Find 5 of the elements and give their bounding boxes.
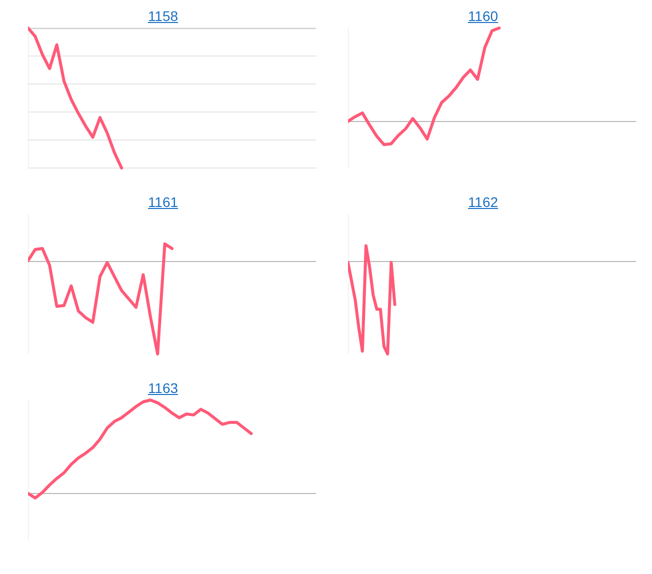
chart-title: 1163	[146, 380, 180, 398]
chart-title: 1162	[466, 194, 500, 212]
chart-title: 1161	[146, 194, 180, 212]
chart-title: 1158	[146, 8, 180, 26]
chart-title: 1160	[466, 8, 500, 26]
